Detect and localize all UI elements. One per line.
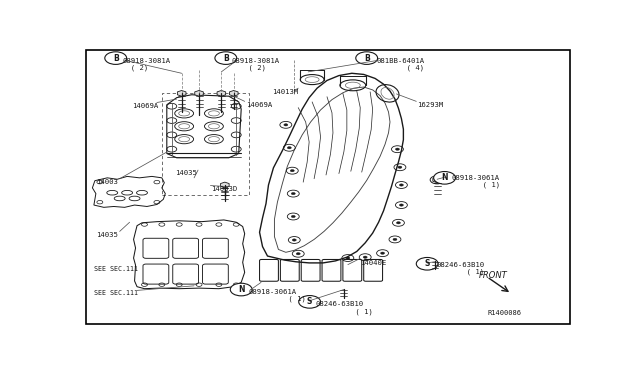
Text: SEE SEC.111: SEE SEC.111 (94, 291, 138, 296)
Text: 14069A: 14069A (246, 102, 273, 108)
Text: 08918-3081A
    ( 2): 08918-3081A ( 2) (231, 58, 280, 71)
Circle shape (416, 257, 438, 270)
Text: S: S (307, 297, 312, 307)
Text: 14013M: 14013M (273, 89, 299, 95)
Text: B: B (223, 54, 228, 62)
Circle shape (399, 184, 403, 186)
Polygon shape (195, 90, 204, 96)
Text: 08918-3061A
         ( 1): 08918-3061A ( 1) (249, 289, 305, 302)
Text: 14040E: 14040E (360, 260, 387, 266)
Polygon shape (217, 90, 226, 96)
Circle shape (399, 204, 403, 206)
Bar (162, 93, 248, 195)
Circle shape (393, 238, 397, 241)
Text: B: B (113, 54, 118, 62)
Circle shape (434, 171, 456, 184)
Polygon shape (230, 90, 238, 96)
Circle shape (346, 257, 350, 259)
Circle shape (398, 166, 402, 169)
Circle shape (291, 215, 295, 218)
Text: 16293M: 16293M (417, 102, 444, 108)
Text: R1400086: R1400086 (488, 311, 522, 317)
Text: 14035: 14035 (175, 170, 197, 176)
Text: 08918-3081A
  ( 2): 08918-3081A ( 2) (122, 58, 170, 71)
Text: FRONT: FRONT (478, 271, 507, 280)
Circle shape (364, 256, 367, 258)
Circle shape (287, 147, 291, 149)
Text: 14003D: 14003D (211, 186, 237, 192)
Circle shape (230, 283, 252, 296)
Circle shape (381, 252, 385, 254)
Text: B: B (364, 54, 369, 62)
Circle shape (105, 52, 127, 64)
Circle shape (291, 192, 295, 195)
Circle shape (291, 170, 294, 172)
Text: SEE SEC.111: SEE SEC.111 (94, 266, 138, 272)
Text: 08918-3061A
       ( 1): 08918-3061A ( 1) (452, 175, 500, 189)
Polygon shape (221, 182, 229, 188)
Circle shape (356, 52, 378, 64)
Text: N: N (238, 285, 244, 294)
Text: S: S (424, 259, 430, 268)
Text: 081BB-6401A
       ( 4): 081BB-6401A ( 4) (376, 58, 424, 71)
Circle shape (396, 148, 399, 150)
Polygon shape (433, 177, 442, 183)
Circle shape (284, 124, 288, 126)
Circle shape (215, 52, 237, 64)
Text: 14069A: 14069A (132, 103, 158, 109)
Text: 08246-63B10
         ( 1): 08246-63B10 ( 1) (316, 301, 372, 314)
Circle shape (434, 178, 440, 182)
Circle shape (296, 253, 300, 255)
Circle shape (299, 296, 321, 308)
Polygon shape (177, 90, 186, 96)
Text: N: N (442, 173, 448, 182)
Circle shape (292, 239, 296, 241)
Text: 08246-63B10
       ( 1): 08246-63B10 ( 1) (436, 262, 484, 275)
Circle shape (396, 222, 401, 224)
Text: 14035: 14035 (96, 232, 118, 238)
Text: 14003: 14003 (96, 179, 118, 185)
